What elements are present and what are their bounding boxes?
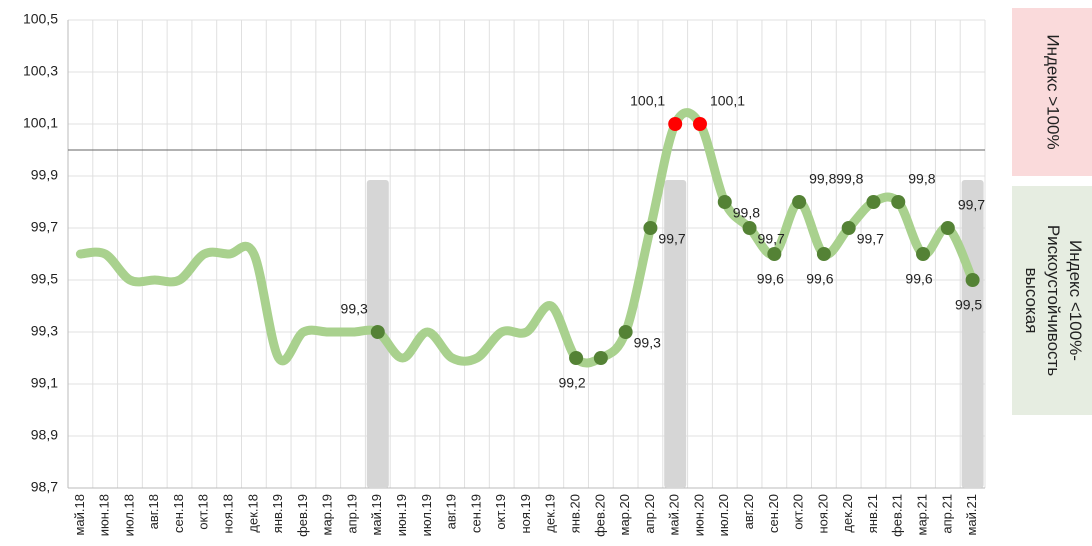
- annotation-text: Индекс >100%: [1044, 34, 1063, 149]
- x-tick-label: мар.20: [617, 494, 632, 535]
- x-tick-label: мар.21: [914, 494, 929, 535]
- data-label: 99,7: [857, 231, 884, 247]
- x-tick-label: апр.20: [642, 494, 657, 534]
- annotation-box: [1012, 8, 1092, 176]
- x-tick-label: ноя.20: [815, 494, 830, 534]
- data-label: 99,3: [341, 301, 368, 317]
- x-tick-label: янв.20: [568, 494, 583, 533]
- highlight-band: [961, 180, 984, 488]
- x-tick-label: апр.19: [344, 494, 359, 534]
- marker: [866, 195, 881, 209]
- marker: [940, 221, 955, 235]
- x-tick-label: дек.19: [543, 494, 558, 533]
- data-label: 99,8: [908, 171, 935, 187]
- x-tick-label: май.19: [369, 494, 384, 536]
- x-tick-label: авг.18: [146, 494, 161, 529]
- x-tick-label: сен.18: [171, 494, 186, 533]
- x-tick-label: июл.18: [121, 494, 136, 536]
- highlight-band: [664, 180, 687, 488]
- data-label: 99,8: [809, 171, 836, 187]
- annotation-box: [1012, 186, 1092, 415]
- y-tick-label: 99,5: [31, 271, 58, 287]
- marker: [792, 195, 807, 209]
- x-tick-label: авг.20: [741, 494, 756, 529]
- x-tick-label: окт.19: [493, 494, 508, 530]
- x-tick-label: июл.20: [716, 494, 731, 536]
- marker: [618, 325, 633, 339]
- marker: [916, 247, 931, 261]
- x-tick-label: сен.20: [766, 494, 781, 533]
- marker: [742, 221, 757, 235]
- y-tick-label: 99,1: [31, 375, 58, 391]
- data-label: 99,2: [558, 375, 585, 391]
- data-label: 99,8: [733, 205, 760, 221]
- data-label: 99,3: [634, 335, 661, 351]
- marker: [767, 247, 782, 261]
- x-tick-label: май.21: [964, 494, 979, 536]
- x-tick-label: дек.20: [840, 494, 855, 533]
- data-label: 100,1: [630, 93, 665, 109]
- y-tick-label: 100,3: [23, 63, 58, 79]
- x-tick-label: ноя.18: [221, 494, 236, 534]
- x-tick-label: янв.19: [270, 494, 285, 533]
- y-tick-label: 99,9: [31, 167, 58, 183]
- y-tick-label: 100,5: [23, 11, 58, 27]
- y-tick-label: 99,7: [31, 219, 58, 235]
- marker: [816, 247, 831, 261]
- data-label: 99,7: [658, 231, 685, 247]
- x-tick-label: окт.18: [196, 494, 211, 530]
- marker: [841, 221, 856, 235]
- marker: [692, 117, 707, 131]
- x-tick-label: май.18: [72, 494, 87, 536]
- marker: [965, 273, 980, 287]
- data-label: 99,8: [836, 171, 863, 187]
- marker: [643, 221, 658, 235]
- x-tick-label: мар.19: [320, 494, 335, 535]
- x-tick-label: окт.20: [791, 494, 806, 530]
- annotation-text: Индекс <100%-Рискоустойчивостьвысокая: [1022, 225, 1085, 377]
- x-tick-label: фев.21: [890, 494, 905, 537]
- data-label: 99,7: [758, 231, 785, 247]
- x-tick-label: июн.18: [97, 494, 112, 536]
- x-tick-label: июн.19: [394, 494, 409, 536]
- marker: [593, 351, 608, 365]
- marker: [569, 351, 584, 365]
- data-label: 99,5: [955, 297, 982, 313]
- marker: [891, 195, 906, 209]
- x-tick-label: июн.20: [691, 494, 706, 536]
- x-tick-label: фев.20: [592, 494, 607, 537]
- y-tick-label: 99,3: [31, 323, 58, 339]
- data-label: 99,7: [958, 197, 985, 213]
- data-label: 99,6: [806, 271, 833, 287]
- x-tick-label: апр.21: [939, 494, 954, 534]
- x-tick-label: фев.19: [295, 494, 310, 537]
- x-tick-label: дек.18: [245, 494, 260, 533]
- data-label: 99,6: [905, 271, 932, 287]
- data-label: 100,1: [710, 93, 745, 109]
- marker: [370, 325, 385, 339]
- data-label: 99,6: [757, 271, 784, 287]
- x-tick-label: июл.19: [419, 494, 434, 536]
- y-tick-label: 98,7: [31, 479, 58, 495]
- y-tick-label: 98,9: [31, 427, 58, 443]
- x-tick-label: сен.19: [468, 494, 483, 533]
- marker: [717, 195, 732, 209]
- x-tick-label: авг.19: [444, 494, 459, 529]
- marker: [668, 117, 683, 131]
- y-tick-label: 100,1: [23, 115, 58, 131]
- x-tick-label: ноя.19: [518, 494, 533, 534]
- x-tick-label: янв.21: [865, 494, 880, 533]
- x-tick-label: май.20: [667, 494, 682, 536]
